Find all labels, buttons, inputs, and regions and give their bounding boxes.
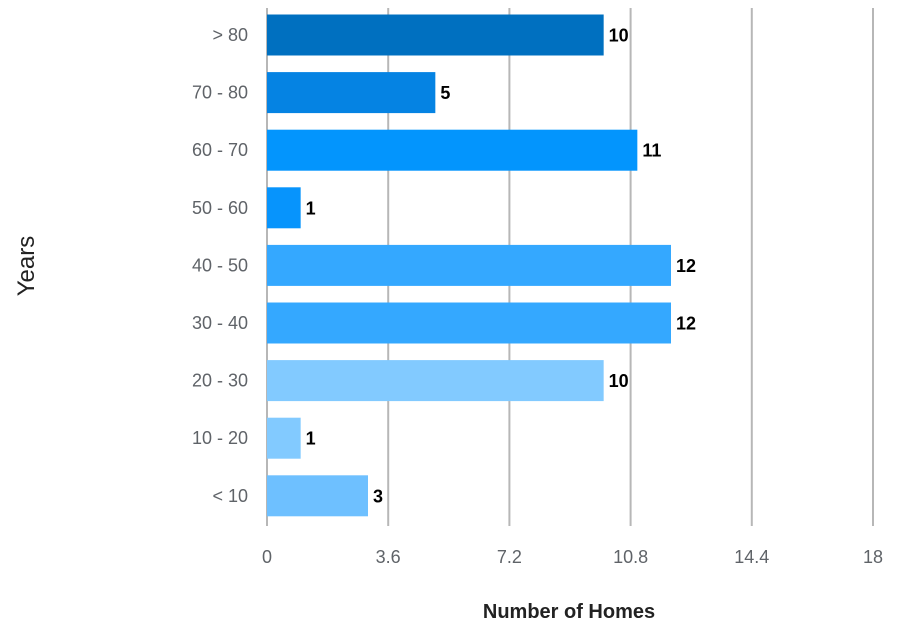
y-category-label: 40 - 50 (192, 255, 248, 275)
x-tick-label: 14.4 (734, 547, 769, 567)
y-category-label: 30 - 40 (192, 313, 248, 333)
bar (267, 417, 301, 459)
bar-value-label: 3 (373, 486, 383, 506)
bar (267, 14, 604, 56)
y-category-label: 10 - 20 (192, 428, 248, 448)
y-category-label: 70 - 80 (192, 83, 248, 103)
y-category-label: < 10 (212, 486, 248, 506)
bar-value-label: 1 (306, 198, 316, 218)
bar (267, 360, 604, 402)
y-category-label: 50 - 60 (192, 198, 248, 218)
bar-value-label: 11 (642, 141, 661, 161)
bars (267, 14, 671, 517)
bar-value-label: 10 (609, 371, 629, 391)
bar-value-label: 12 (676, 314, 696, 334)
bar (267, 187, 301, 229)
bar-value-label: 1 (306, 429, 316, 449)
y-category-label: 60 - 70 (192, 140, 248, 160)
bar (267, 475, 368, 517)
y-category-label: 20 - 30 (192, 371, 248, 391)
bar (267, 302, 671, 344)
bar (267, 129, 638, 171)
category-labels: > 80 70 - 80 60 - 70 50 - 60 40 - 50 30 - 40 2… (192, 25, 248, 506)
x-axis-title: Number of Homes (483, 601, 655, 623)
bar (267, 244, 671, 286)
y-axis-title: Years (13, 236, 40, 297)
bar (267, 72, 436, 114)
x-tick-label: 0 (262, 547, 272, 567)
x-axis-tick-labels: 0 3.6 7.2 10.8 14.4 18 (262, 547, 883, 567)
x-tick-label: 10.8 (613, 547, 648, 567)
x-tick-label: 7.2 (497, 547, 522, 567)
x-tick-label: 3.6 (376, 547, 401, 567)
x-tick-label: 18 (863, 547, 883, 567)
bar-value-label: 5 (440, 83, 450, 103)
bar-value-label: 12 (676, 256, 696, 276)
bar-value-label: 10 (609, 26, 629, 46)
y-category-label: > 80 (212, 25, 248, 45)
